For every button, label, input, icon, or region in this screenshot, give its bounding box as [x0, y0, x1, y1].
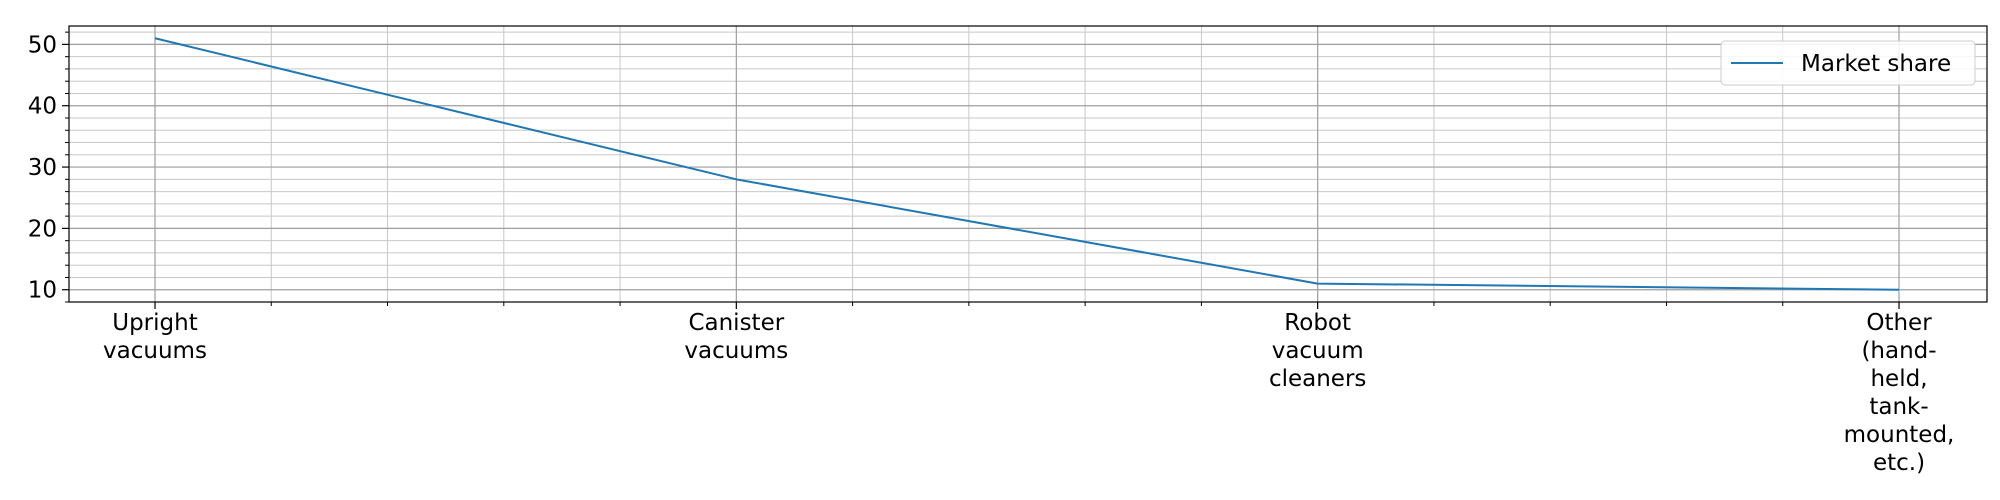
- legend-label: Market share: [1801, 51, 1951, 77]
- x-tick-label: Upright vacuums: [103, 310, 207, 364]
- x-tick-label: Canister vacuums: [684, 310, 788, 364]
- y-tick-label: 40: [28, 94, 57, 120]
- x-tick-label: Other (hand-held, tank-mounted, etc.): [1844, 310, 1955, 476]
- plot-frame: [68, 25, 1988, 303]
- y-tick-label: 50: [28, 32, 57, 58]
- legend-box: [1720, 40, 1976, 86]
- y-tick-label: 30: [28, 155, 57, 181]
- y-tick-label: 10: [28, 278, 57, 304]
- series-layer: [154, 37, 1900, 291]
- legend: Market share: [1720, 40, 1976, 86]
- tick-marks: [62, 31, 1900, 309]
- x-tick-label: Robot vacuum cleaners: [1269, 310, 1366, 392]
- grid: [69, 26, 1987, 303]
- y-tick-label: 20: [28, 216, 57, 242]
- x-axis-tick-labels: Upright vacuums Canister vacuums Robot vacuum…: [103, 310, 1954, 476]
- series-line-market-share: [154, 37, 1900, 291]
- y-axis-tick-labels: 10 20 30 40 50: [28, 32, 57, 303]
